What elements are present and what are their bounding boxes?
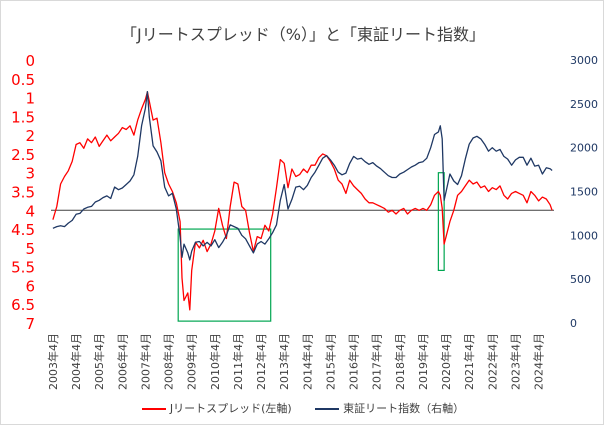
- legend-swatch-reit-index: [315, 408, 340, 410]
- legend-label-reit-index: 東証リート指数（右軸）: [343, 402, 465, 415]
- x-axis-tick-20: 2023年4月: [508, 333, 522, 390]
- x-axis-tick-15: 2018年4月: [393, 333, 407, 390]
- x-axis-tick-8: 2011年4月: [231, 333, 245, 390]
- x-axis-tick-18: 2021年4月: [462, 333, 476, 390]
- highlight-box-1: [437, 172, 445, 271]
- legend: Jリートスプレッド(左軸) 東証リート指数（右軸）: [1, 400, 604, 416]
- legend-label-spread: Jリートスプレッド(左軸): [169, 402, 292, 415]
- series-line-reit-index: [52, 90, 553, 261]
- right-axis-tick-4: 2000: [570, 142, 598, 155]
- left-axis-tick-5: 2.5: [11, 146, 35, 164]
- chart-title: 「Jリートスプレッド（%）」と「東証リート指数」: [121, 25, 485, 44]
- left-axis-tick-1: 0.5: [11, 71, 35, 89]
- x-axis-tick-5: 2008年4月: [162, 333, 176, 390]
- legend-item-reit-index: 東証リート指数（右軸）: [315, 400, 464, 416]
- x-axis-tick-13: 2016年4月: [347, 333, 361, 390]
- x-axis-tick-17: 2020年4月: [439, 333, 453, 390]
- left-axis-tick-2: 1: [25, 90, 35, 108]
- left-axis-tick-4: 2: [25, 127, 35, 145]
- x-axis-tick-4: 2007年4月: [138, 333, 152, 390]
- left-axis-tick-9: 4.5: [11, 221, 35, 239]
- left-axis-tick-12: 6: [25, 277, 35, 295]
- x-axis-tick-11: 2014年4月: [300, 333, 314, 390]
- legend-item-spread: Jリートスプレッド(左軸): [141, 400, 292, 416]
- right-axis-tick-2: 1000: [570, 229, 598, 242]
- x-axis-tick-2: 2005年4月: [92, 333, 106, 390]
- x-axis-tick-14: 2017年4月: [370, 333, 384, 390]
- x-axis-tick-16: 2019年4月: [416, 333, 430, 390]
- x-axis-tick-21: 2024年4月: [532, 333, 546, 390]
- x-axis-tick-10: 2013年4月: [277, 333, 291, 390]
- highlight-box-0: [177, 228, 272, 322]
- right-axis-tick-1: 500: [570, 273, 591, 286]
- left-axis-tick-10: 5: [25, 240, 35, 258]
- left-axis-tick-7: 3.5: [11, 184, 35, 202]
- left-axis-tick-0: 0: [25, 52, 35, 70]
- left-axis-tick-11: 5.5: [11, 259, 35, 277]
- right-axis-tick-6: 3000: [570, 54, 598, 67]
- right-axis-tick-0: 0: [570, 317, 577, 330]
- x-axis-tick-6: 2009年4月: [185, 333, 199, 390]
- x-axis-tick-9: 2012年4月: [254, 333, 268, 390]
- legend-swatch-spread: [141, 408, 166, 410]
- x-axis-tick-12: 2015年4月: [323, 333, 337, 390]
- left-axis-tick-14: 7: [25, 315, 35, 333]
- right-axis-tick-3: 1500: [570, 186, 598, 199]
- series-line-spread: [52, 91, 553, 311]
- x-axis-tick-0: 2003年4月: [46, 333, 60, 390]
- left-axis-tick-3: 1.5: [11, 108, 35, 126]
- x-axis-tick-3: 2006年4月: [115, 333, 129, 390]
- x-axis-tick-19: 2022年4月: [485, 333, 499, 390]
- x-axis-tick-7: 2010年4月: [208, 333, 222, 390]
- right-axis-tick-5: 2500: [570, 98, 598, 111]
- left-axis-tick-6: 3: [25, 165, 35, 183]
- left-axis-tick-13: 6.5: [11, 296, 35, 314]
- left-axis-tick-8: 4: [25, 202, 35, 220]
- x-axis-tick-1: 2004年4月: [69, 333, 83, 390]
